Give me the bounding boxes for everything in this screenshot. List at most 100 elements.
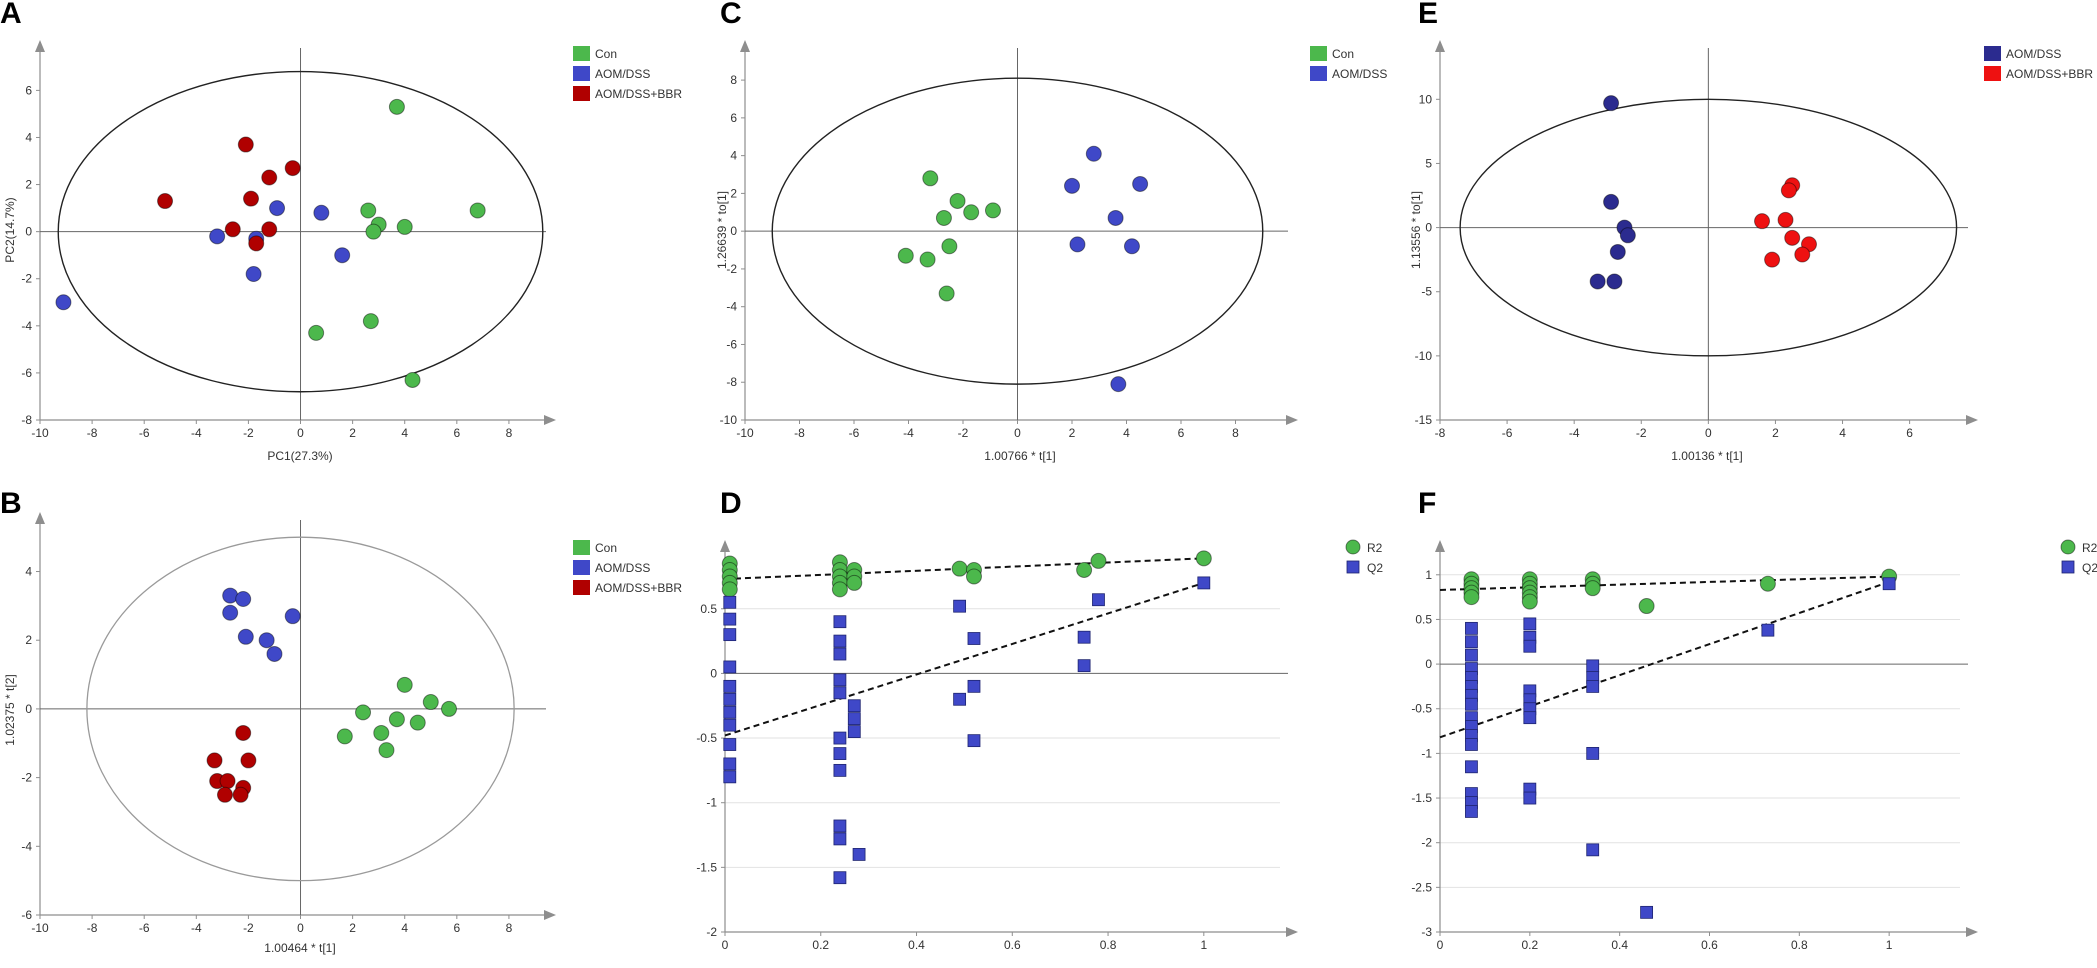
x-tick-label: 4 xyxy=(1123,426,1130,440)
data-point xyxy=(1784,229,1801,246)
x-tick-label: 1 xyxy=(1886,938,1893,952)
data-point xyxy=(360,202,377,219)
data-point xyxy=(846,574,863,591)
data-point xyxy=(833,832,847,846)
panel-d: D 0 0.2 0.4 0.6 0.8 1 -2 -1.5 -1 -0.5 0 0.5 R2 Q2 xyxy=(696,487,1383,952)
data-point xyxy=(833,647,847,661)
data-point xyxy=(1090,552,1107,569)
series-aom-dss xyxy=(1589,95,1636,290)
data-point xyxy=(1606,273,1623,290)
x-tick-label: 1 xyxy=(1200,938,1207,952)
x-axis-arrow xyxy=(1286,415,1298,425)
data-point xyxy=(235,724,252,741)
y-tick-label: 4 xyxy=(25,130,32,144)
y-tick-label: 2 xyxy=(730,186,737,200)
legend-label: Con xyxy=(595,541,617,555)
data-point xyxy=(941,238,958,255)
series-aom-dss-bbr xyxy=(206,724,257,803)
y-tick-label: -4 xyxy=(726,300,737,314)
data-point xyxy=(1794,246,1811,263)
data-point xyxy=(1107,209,1124,226)
data-point xyxy=(1465,738,1478,751)
data-point xyxy=(1589,273,1606,290)
data-point xyxy=(1465,760,1478,774)
y-tick-label: 8 xyxy=(730,73,737,87)
data-point xyxy=(953,599,967,613)
panel-label-d: D xyxy=(720,487,742,520)
data-point xyxy=(935,209,952,226)
legend-label: AOM/DSS+BBR xyxy=(595,87,682,101)
series-aom-dss-bbr xyxy=(157,136,301,252)
x-tick-label: 4 xyxy=(401,426,408,440)
legend-label: R2 xyxy=(2082,541,2097,555)
legend-label: AOM/DSS xyxy=(595,561,650,575)
y-axis-arrow xyxy=(740,40,750,52)
y-tick-label: -0.5 xyxy=(696,731,717,745)
y-axis-arrow xyxy=(35,40,45,52)
y-axis-title: 1.02375 * t[2] xyxy=(3,674,17,745)
y-tick-label: -1.5 xyxy=(696,860,717,874)
data-point xyxy=(261,169,278,186)
data-point xyxy=(951,560,968,577)
data-point xyxy=(833,615,847,629)
y-tick-label: -5 xyxy=(1421,285,1432,299)
panel-label-b: B xyxy=(0,487,22,520)
y-tick-label: -6 xyxy=(21,908,32,922)
data-point xyxy=(967,734,981,748)
data-point xyxy=(469,202,486,219)
legend-swatch xyxy=(573,46,590,61)
legend-label: AOM/DSS xyxy=(595,67,650,81)
y-tick-label: 0 xyxy=(25,225,32,239)
legend-label: Q2 xyxy=(1367,561,1383,575)
y-tick-label: -2 xyxy=(1421,836,1432,850)
x-tick-label: 0.2 xyxy=(812,938,829,952)
data-point xyxy=(1586,680,1600,693)
panel-label-c: C xyxy=(720,0,742,30)
data-point xyxy=(269,200,286,217)
data-point xyxy=(1638,598,1655,615)
data-point xyxy=(441,700,458,717)
data-point xyxy=(1465,635,1478,649)
data-point xyxy=(723,595,737,609)
x-tick-label: 8 xyxy=(1232,426,1239,440)
series-q2 xyxy=(723,576,1211,885)
data-point xyxy=(308,324,325,341)
data-point xyxy=(852,848,866,861)
y-tick-label: -4 xyxy=(21,319,32,333)
data-point xyxy=(833,673,847,687)
data-point xyxy=(1123,238,1140,255)
x-tick-label: 0 xyxy=(722,938,729,952)
legend-swatch xyxy=(1310,46,1327,61)
data-point xyxy=(967,632,981,645)
data-point xyxy=(396,218,413,235)
legend-swatch xyxy=(573,540,590,555)
y-axis-title: 1.26639 * to[1] xyxy=(715,191,729,269)
legend-swatch xyxy=(2060,539,2076,555)
data-point xyxy=(224,221,241,238)
data-point xyxy=(1092,593,1105,607)
legend-label: AOM/DSS xyxy=(1332,67,1387,81)
data-point xyxy=(55,294,72,311)
data-point xyxy=(240,752,257,769)
data-point xyxy=(336,728,353,745)
data-point xyxy=(1761,623,1775,637)
y-tick-label: 0.5 xyxy=(700,602,717,616)
y-tick-label: -1 xyxy=(1421,746,1432,760)
x-axis-title: 1.00766 * t[1] xyxy=(984,449,1055,463)
r2-regression-line xyxy=(1439,575,1890,591)
x-tick-label: 4 xyxy=(1839,426,1846,440)
data-point xyxy=(1586,746,1600,760)
data-point xyxy=(723,612,737,626)
data-point xyxy=(897,247,914,264)
series-aom-dss xyxy=(1064,145,1149,393)
x-axis-arrow xyxy=(544,910,556,920)
y-tick-label: -2 xyxy=(21,771,32,785)
data-point xyxy=(378,742,395,759)
data-point xyxy=(1882,577,1896,591)
legend-swatch xyxy=(573,560,590,575)
data-point xyxy=(362,313,379,330)
x-tick-label: -6 xyxy=(139,426,150,440)
x-tick-label: 6 xyxy=(1906,426,1913,440)
data-point xyxy=(1609,243,1626,260)
data-point xyxy=(1523,639,1537,653)
